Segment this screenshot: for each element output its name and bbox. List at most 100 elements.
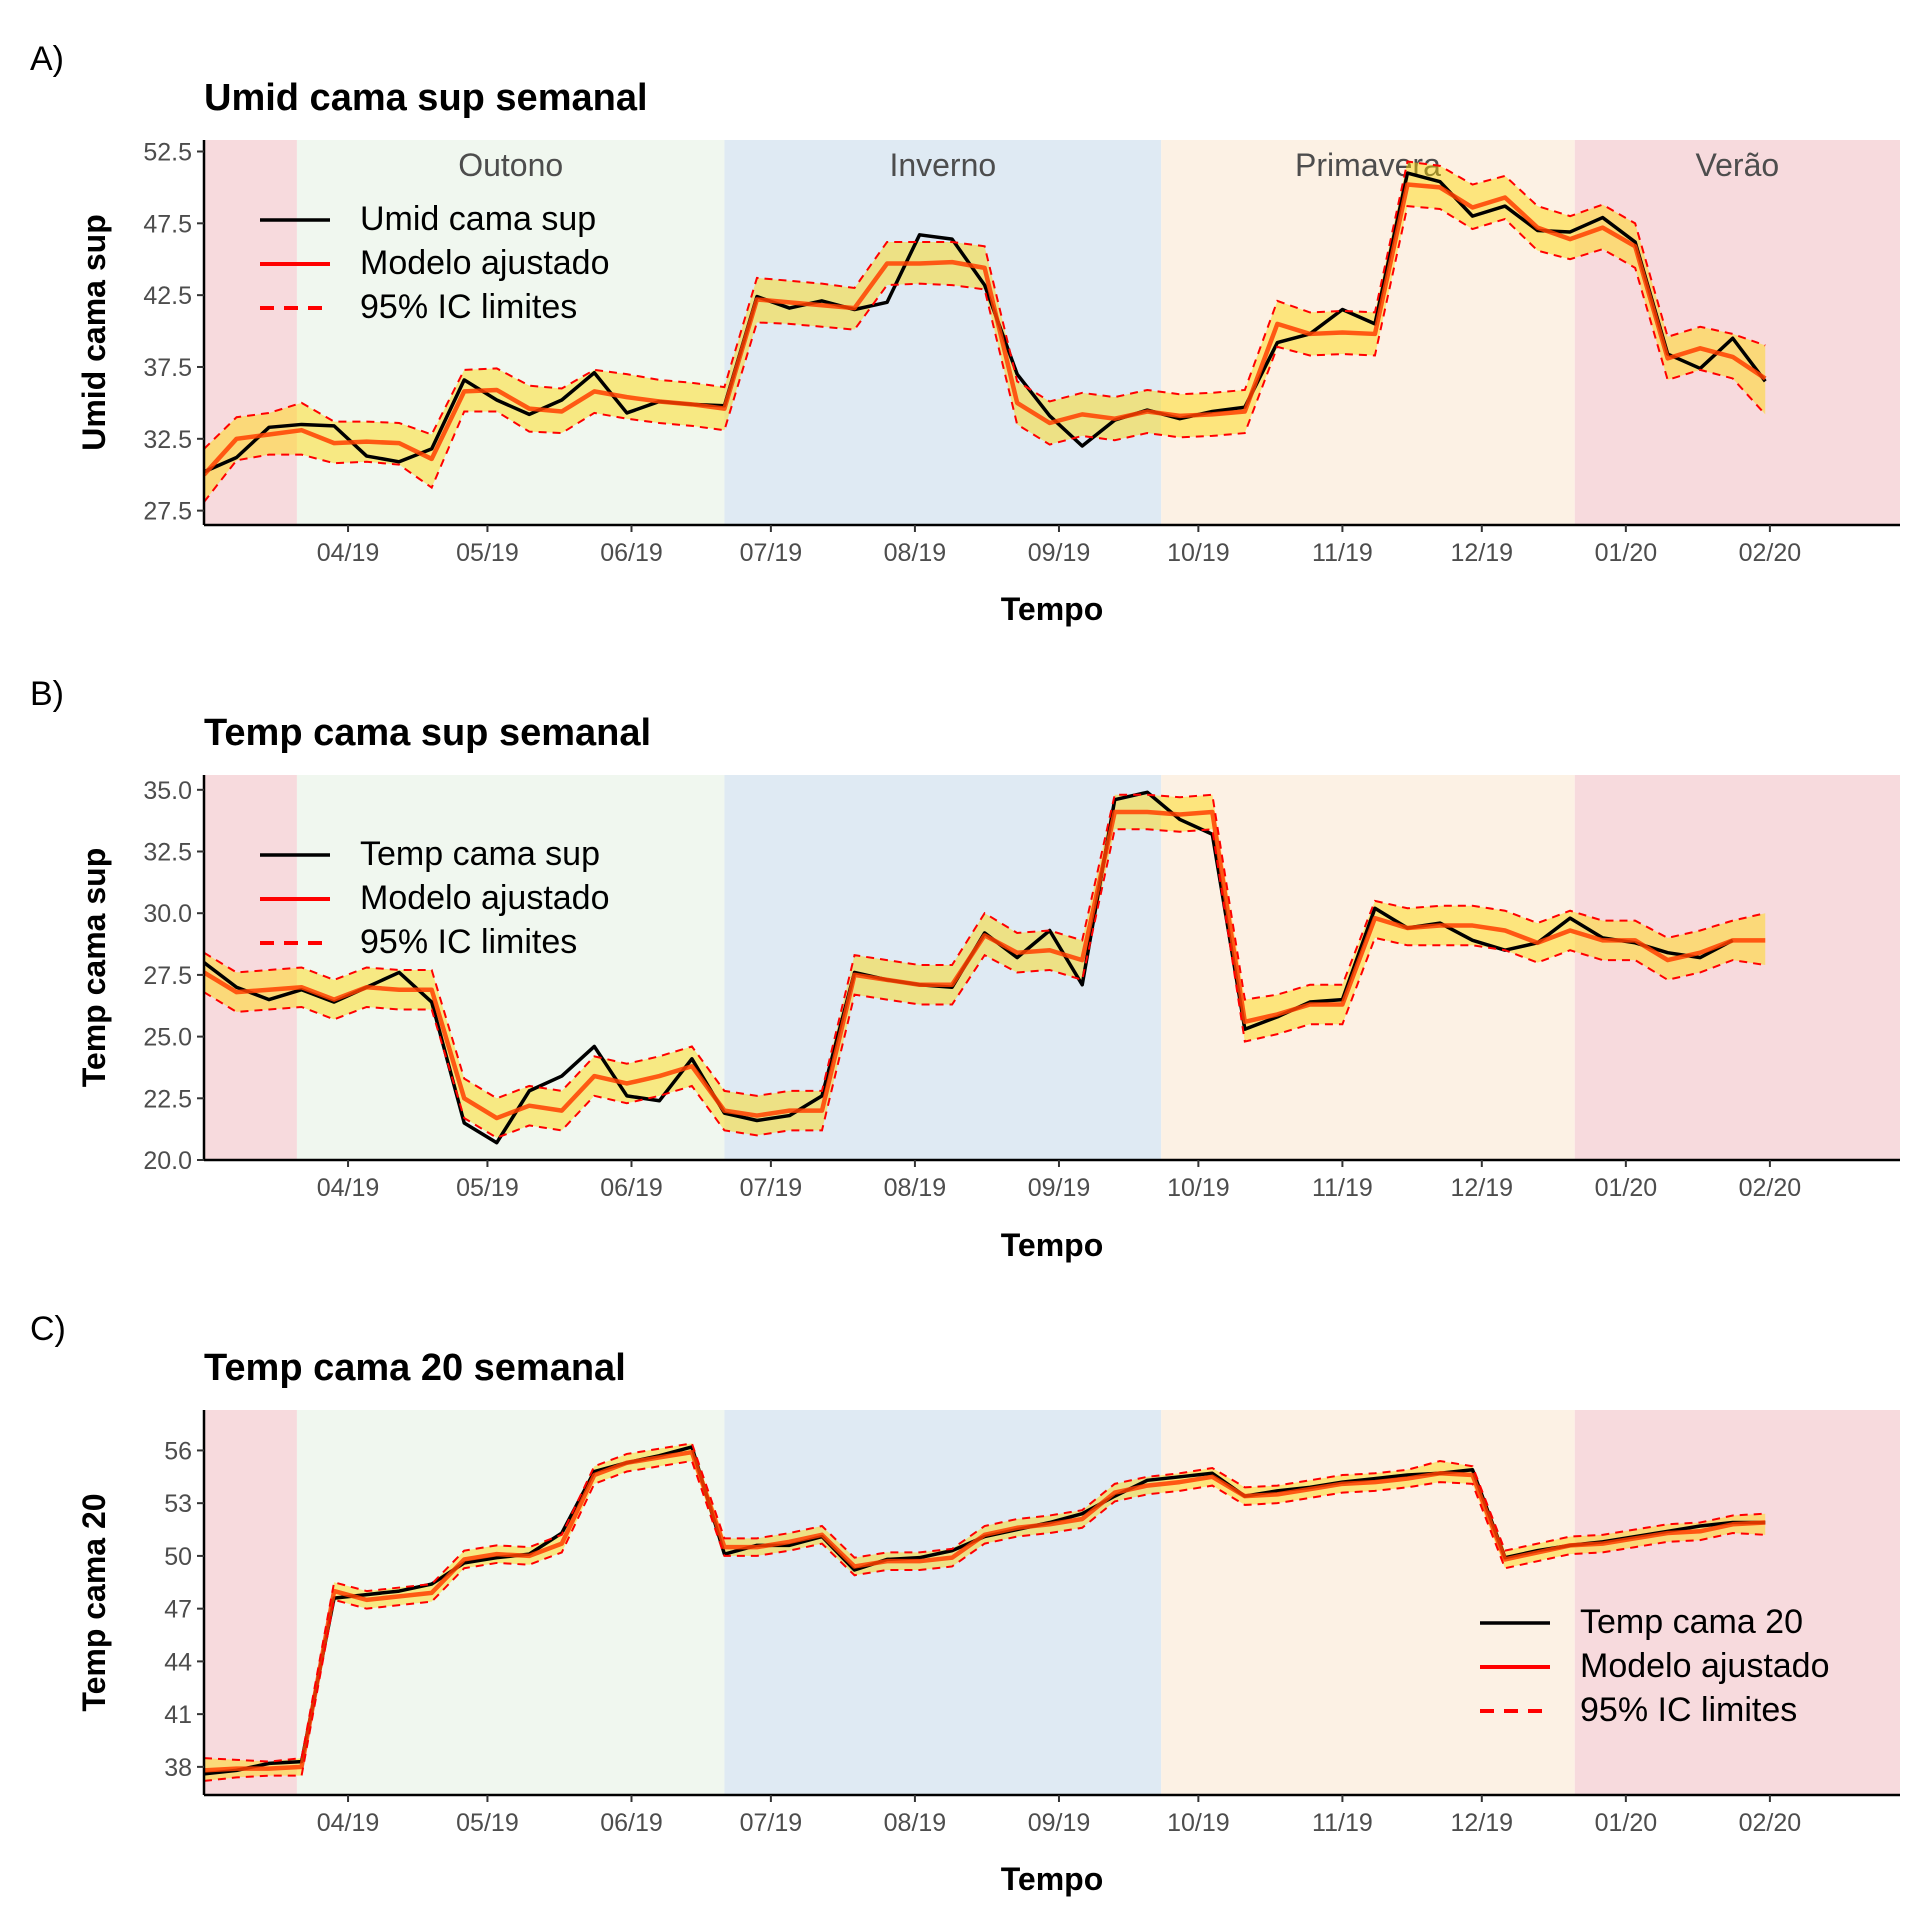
- x-tick-label: 05/19: [456, 539, 519, 567]
- season-label: Inverno: [889, 147, 996, 183]
- fitted-line: [204, 809, 1766, 1121]
- x-tick-label: 07/19: [740, 1809, 803, 1837]
- legend-label: Umid cama sup: [360, 200, 596, 238]
- season-label: Outono: [458, 147, 563, 183]
- y-tick-label: 52.5: [143, 138, 192, 166]
- ci-lower-line: [204, 1459, 1766, 1782]
- x-tick-label: 02/20: [1739, 1809, 1802, 1837]
- chart-panel-3: C) Temp cama 20 semanal 38 41 44 47 50 53 56 04/1…: [30, 1310, 1900, 1897]
- x-tick-label: 07/19: [740, 1174, 803, 1202]
- season-band: [724, 775, 1162, 1160]
- y-tick-label: 41: [164, 1701, 192, 1729]
- x-tick-label: 12/19: [1451, 1809, 1514, 1837]
- series-lines: [204, 790, 1766, 1145]
- x-tick-label: 08/19: [884, 1809, 947, 1837]
- y-tick-label: 27.5: [143, 962, 192, 990]
- x-tick-label: 09/19: [1028, 1174, 1091, 1202]
- x-tick-label: 09/19: [1028, 539, 1091, 567]
- season-label: Verão: [1696, 147, 1780, 183]
- series-lines: [204, 1442, 1766, 1782]
- x-tick-label: 01/20: [1595, 1174, 1658, 1202]
- y-tick-label: 37.5: [143, 354, 192, 382]
- legend: Temp cama sup Modelo ajustado 95% IC limit…: [260, 835, 610, 961]
- legend-label: 95% IC limites: [360, 923, 577, 961]
- y-tick-label: 22.5: [143, 1085, 192, 1113]
- legend-label: Temp cama 20: [1580, 1603, 1803, 1641]
- x-tick-label: 06/19: [600, 539, 663, 567]
- chart-title: Temp cama 20 semanal: [204, 1347, 626, 1389]
- x-tick-label: 07/19: [740, 539, 803, 567]
- season-band: [724, 140, 1162, 525]
- x-tick-label: 06/19: [600, 1174, 663, 1202]
- chart-title: Temp cama sup semanal: [204, 712, 651, 754]
- x-tick-label: 09/19: [1028, 1809, 1091, 1837]
- x-tick-label: 11/19: [1312, 1174, 1373, 1202]
- ci-upper-line: [204, 160, 1766, 450]
- x-tick-label: 01/20: [1595, 1809, 1658, 1837]
- legend-label: 95% IC limites: [360, 288, 577, 326]
- legend: Temp cama 20 Modelo ajustado 95% IC limite…: [1480, 1603, 1830, 1729]
- ci-upper-line: [204, 793, 1766, 1100]
- y-tick-label: 35.0: [143, 777, 192, 805]
- season-band: [724, 1410, 1162, 1795]
- x-tick-label: 10/19: [1167, 1809, 1230, 1837]
- x-axis-label: Tempo: [1001, 1227, 1104, 1263]
- y-axis-label: Umid cama sup: [76, 214, 112, 451]
- y-tick-label: 38: [164, 1754, 192, 1782]
- legend-label: 95% IC limites: [1580, 1691, 1797, 1729]
- y-axis-label: Temp cama 20: [76, 1493, 112, 1711]
- x-tick-label: 04/19: [317, 1809, 380, 1837]
- x-tick-label: 11/19: [1312, 539, 1373, 567]
- x-tick-label: 06/19: [600, 1809, 663, 1837]
- x-tick-label: 04/19: [317, 539, 380, 567]
- season-band: [1574, 775, 1900, 1160]
- x-tick-label: 05/19: [456, 1174, 519, 1202]
- chart-panel-2: B) Temp cama sup semanal 20.0 22.5 25.0 27.5 3…: [30, 675, 1900, 1263]
- legend: Umid cama sup Modelo ajustado 95% IC limit…: [260, 200, 610, 326]
- y-tick-label: 32.5: [143, 839, 192, 867]
- observed-line: [204, 171, 1767, 474]
- x-tick-label: 05/19: [456, 1809, 519, 1837]
- ci-lower-line: [204, 828, 1766, 1139]
- y-tick-label: 42.5: [143, 282, 192, 310]
- chart-title: Umid cama sup semanal: [204, 77, 648, 119]
- y-tick-label: 50: [164, 1543, 192, 1571]
- panel-label: B): [30, 675, 64, 713]
- season-band: [296, 1410, 725, 1795]
- x-tick-label: 10/19: [1167, 1174, 1230, 1202]
- y-axis-label: Temp cama sup: [76, 848, 112, 1087]
- y-tick-label: 27.5: [143, 498, 192, 526]
- season-band: [204, 775, 297, 1160]
- season-band: [1161, 775, 1575, 1160]
- x-tick-label: 08/19: [884, 1174, 947, 1202]
- x-tick-label: 12/19: [1451, 1174, 1514, 1202]
- season-band: [204, 1410, 297, 1795]
- y-tick-label: 44: [164, 1648, 192, 1676]
- y-tick-label: 47.5: [143, 210, 192, 238]
- season-band: [1574, 140, 1900, 525]
- y-tick-label: 32.5: [143, 426, 192, 454]
- x-tick-label: 02/20: [1739, 1174, 1802, 1202]
- ci-upper-line: [204, 1442, 1766, 1763]
- x-axis-label: Tempo: [1001, 591, 1104, 627]
- x-axis-label: Tempo: [1001, 1861, 1104, 1897]
- x-tick-label: 02/20: [1739, 539, 1802, 567]
- y-tick-label: 20.0: [143, 1147, 192, 1175]
- x-tick-label: 04/19: [317, 1174, 380, 1202]
- season-band: [1574, 1410, 1900, 1795]
- panel-label: A): [30, 40, 64, 78]
- legend-label: Modelo ajustado: [360, 244, 610, 282]
- x-tick-label: 01/20: [1595, 539, 1658, 567]
- y-tick-label: 53: [164, 1490, 192, 1518]
- ci-lower-line: [204, 205, 1766, 503]
- y-tick-label: 47: [164, 1596, 192, 1624]
- fitted-line: [204, 182, 1767, 477]
- season-band: [1161, 1410, 1575, 1795]
- y-tick-label: 30.0: [143, 900, 192, 928]
- legend-label: Temp cama sup: [360, 835, 600, 873]
- x-tick-label: 11/19: [1312, 1809, 1373, 1837]
- panel-label: C): [30, 1310, 66, 1348]
- season-band: [296, 140, 725, 525]
